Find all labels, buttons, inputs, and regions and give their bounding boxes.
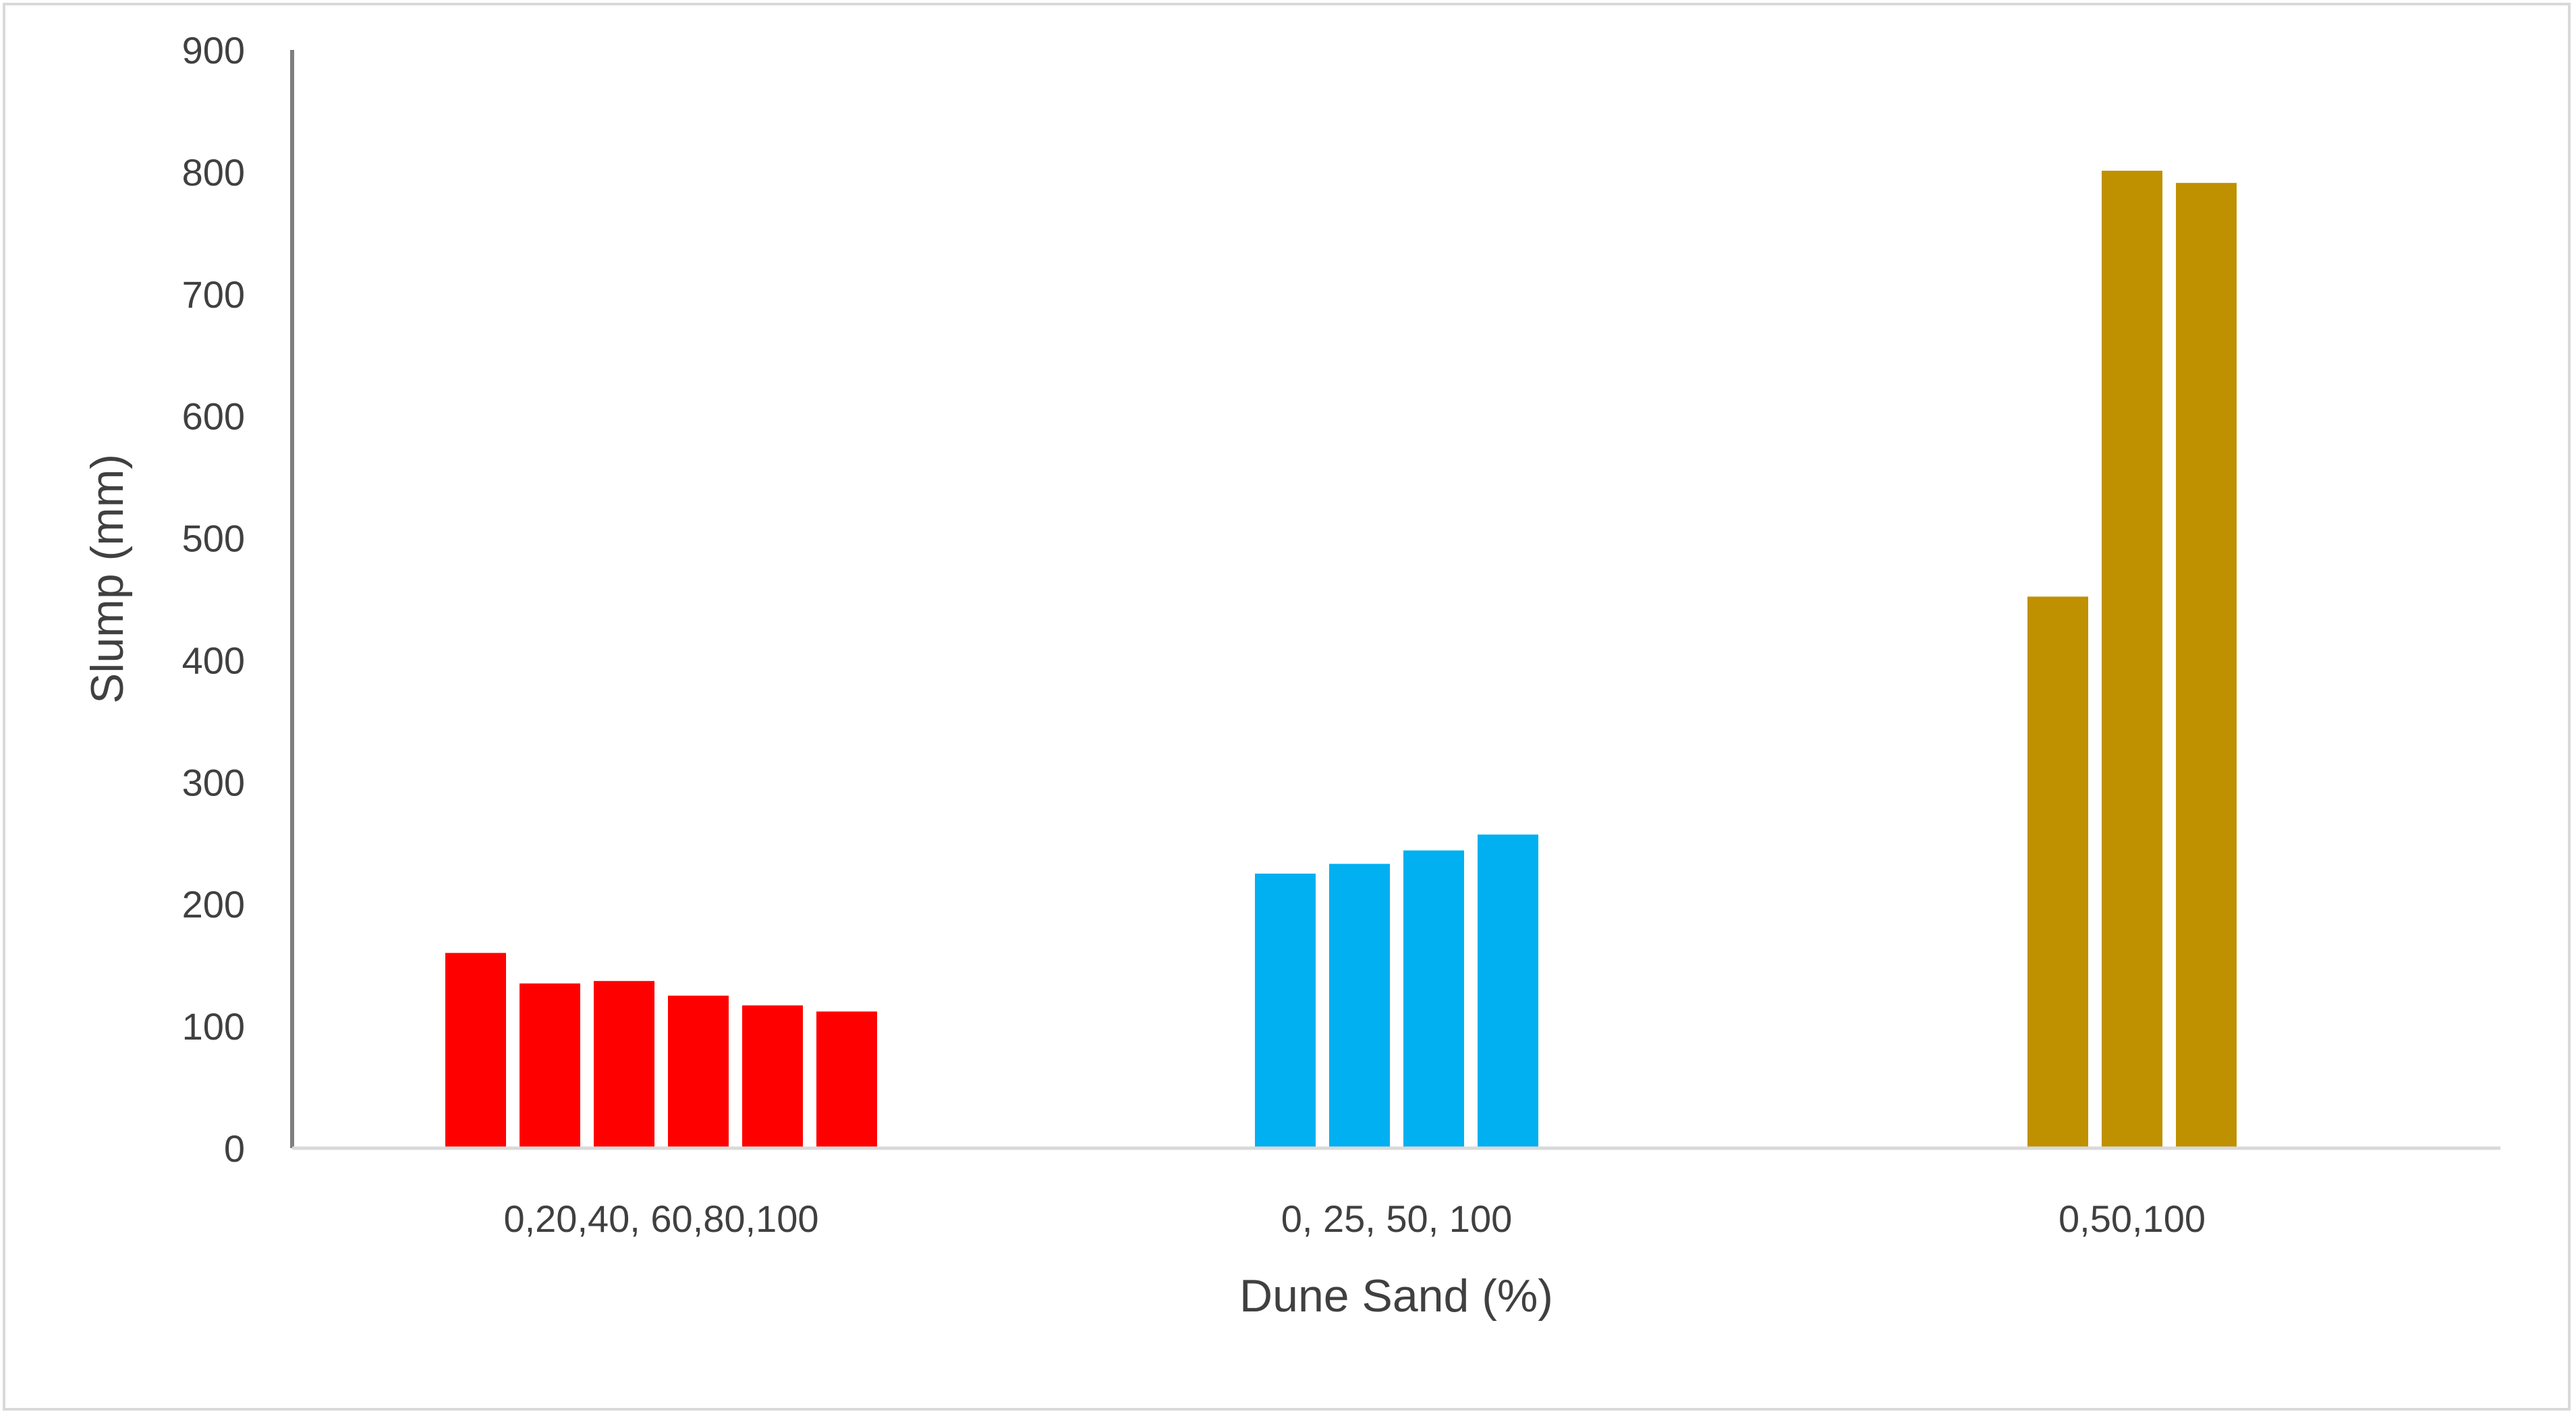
y-tick-label: 400 [182,639,245,681]
y-tick-label: 0 [224,1127,245,1170]
y-tick-label: 500 [182,517,245,560]
x-tick-label: 0,20,40, 60,80,100 [503,1197,818,1240]
bar [1478,834,1538,1148]
y-tick-label: 100 [182,1005,245,1048]
y-axis-title: Slump (mm) [82,454,133,704]
bar [2102,171,2162,1149]
x-axis-title: Dune Sand (%) [1239,1270,1553,1322]
y-tick-label: 200 [182,883,245,926]
x-tick-label: 0,50,100 [2059,1197,2206,1240]
bar [742,1005,803,1148]
y-tick-label: 700 [182,273,245,316]
y-tick-label: 800 [182,151,245,194]
x-tick-label: 0, 25, 50, 100 [1281,1197,1513,1240]
bar [594,981,654,1148]
y-tick-label: 600 [182,395,245,438]
bar [1403,850,1464,1148]
y-tick-label: 300 [182,761,245,803]
bar [668,995,729,1148]
bars [445,171,2237,1149]
bar [816,1011,877,1148]
bar [445,953,506,1148]
bar [1329,863,1390,1148]
y-tick-labels: 0 100 200 300 400 500 600 700 800 900 [182,29,245,1170]
y-tick-label: 900 [182,29,245,72]
bar [2176,183,2237,1148]
bar [2027,596,2088,1148]
bar [1255,874,1316,1148]
bar [520,983,580,1148]
x-tick-labels: 0,20,40, 60,80,100 0, 25, 50, 100 0,50,100 [503,1197,2206,1240]
